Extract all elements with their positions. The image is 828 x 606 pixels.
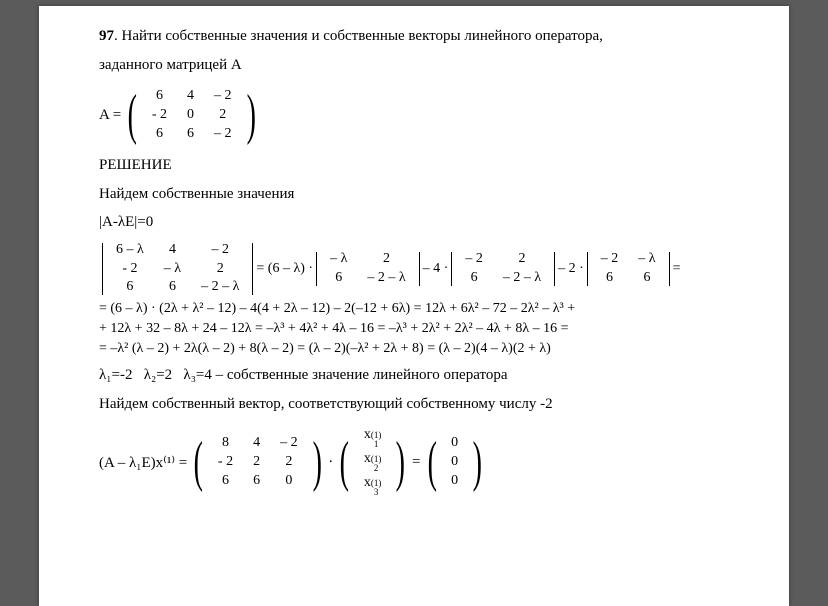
det-2: – 22 6– 2 – λ [448, 250, 558, 288]
solution-header: РЕШЕНИЕ [99, 151, 729, 180]
problem-number: 97 [99, 28, 114, 44]
matrix-m: ( 84– 2 - 222 660 ) [189, 434, 326, 490]
cell: - 2 [142, 106, 177, 125]
paren-right: ) [396, 437, 405, 487]
cell: 4 [177, 87, 204, 106]
cell: 6 [628, 269, 665, 288]
exp-pre1: = (6 – λ) · [256, 261, 313, 277]
paren-left: ( [194, 437, 203, 487]
cell: – 2 [204, 87, 242, 106]
expand-line-2: + 12λ + 32 – 8λ + 24 – 12λ = –λ³ + 4λ² +… [99, 321, 729, 337]
determinant-expansion: 6 – λ4– 2 - 2– λ2 66– 2 – λ = (6 – λ) · … [99, 241, 729, 297]
vector-x: ( x(1)1 x(1)2 x(1)3 ) [335, 426, 410, 498]
char-equation: |A-λE|=0 [99, 208, 729, 237]
cell: 0 [270, 472, 308, 491]
paren-left: ( [340, 437, 349, 487]
cell: 6 [320, 269, 357, 288]
cell: - 2 [208, 453, 243, 472]
cell: – 2 [191, 241, 249, 260]
cell: 2 [493, 250, 551, 269]
cell: x(1)1 [354, 426, 392, 450]
det-3: – 2– λ 66 [584, 250, 673, 288]
cell: 2 [243, 453, 270, 472]
cell: 2 [270, 453, 308, 472]
cell: 0 [441, 434, 468, 453]
cell: 0 [441, 453, 468, 472]
cell: – 2 [270, 434, 308, 453]
cell: – 2 [591, 250, 629, 269]
matrix-a-table: 64– 2 - 202 66– 2 [142, 87, 242, 143]
cell: 0 [177, 106, 204, 125]
dot: · [328, 454, 333, 471]
step-1: Найдем собственные значения [99, 180, 729, 209]
cell: 6 [154, 278, 191, 297]
problem-text-1: . Найти собственные значения и собственн… [114, 28, 603, 44]
cell: – λ [320, 250, 357, 269]
eq2-eq: = [412, 454, 420, 471]
cell: x(1)3 [354, 474, 392, 498]
exp-mid2: – 2 · [558, 261, 584, 277]
cell: – λ [154, 260, 191, 279]
eigenvalues: λ₁=-2 λ₂=2 λ₃=4 – собственные значение л… [99, 361, 729, 390]
cell: - 2 [106, 260, 154, 279]
exp-mid1: – 4 · [423, 261, 449, 277]
problem-line-1: 97. Найти собственные значения и собстве… [99, 22, 729, 51]
cell: – 2 – λ [191, 278, 249, 297]
step-2: Найдем собственный вектор, соответствующ… [99, 390, 729, 419]
cell: 6 [106, 278, 154, 297]
cell: – 2 [204, 125, 242, 144]
eq2-label: (A – λ₁E)x⁽¹⁾ = [99, 453, 187, 472]
cell: 6 – λ [106, 241, 154, 260]
expand-line-3: = –λ² (λ – 2) + 2λ(λ – 2) + 8(λ – 2) = (… [99, 341, 729, 357]
cell: – 2 – λ [357, 269, 415, 288]
problem-line-2: заданного матрицей А [99, 51, 729, 80]
document-page: 97. Найти собственные значения и собстве… [39, 6, 789, 606]
cell: – 2 – λ [493, 269, 551, 288]
matrix-a-label: A = [99, 107, 121, 124]
matrix-a: ( 64– 2 - 202 66– 2 ) [123, 87, 260, 143]
cell: 6 [142, 87, 177, 106]
cell: 2 [357, 250, 415, 269]
paren-right: ) [246, 90, 255, 140]
cell: 4 [154, 241, 191, 260]
paren-left: ( [427, 437, 436, 487]
cell: 2 [191, 260, 249, 279]
cell: 2 [204, 106, 242, 125]
paren-left: ( [128, 90, 137, 140]
paren-right: ) [473, 437, 482, 487]
expand-line-1: = (6 – λ) · (2λ + λ² – 12) – 4(4 + 2λ – … [99, 301, 729, 317]
exp-end: = [673, 261, 681, 277]
cell: 8 [208, 434, 243, 453]
cell: 6 [591, 269, 629, 288]
det-main: 6 – λ4– 2 - 2– λ2 66– 2 – λ [99, 241, 256, 297]
cell: 6 [208, 472, 243, 491]
cell: 6 [455, 269, 493, 288]
cell: 6 [243, 472, 270, 491]
cell: 6 [177, 125, 204, 144]
vector-zero: ( 0 0 0 ) [423, 434, 487, 490]
matrix-a-equation: A = ( 64– 2 - 202 66– 2 ) [99, 87, 729, 143]
cell: x(1)2 [354, 450, 392, 474]
cell: 4 [243, 434, 270, 453]
cell: – λ [628, 250, 665, 269]
cell: 0 [441, 472, 468, 491]
paren-right: ) [312, 437, 321, 487]
eigenvector-equation: (A – λ₁E)x⁽¹⁾ = ( 84– 2 - 222 660 ) · ( … [99, 426, 729, 498]
cell: 6 [142, 125, 177, 144]
det-1: – λ2 6– 2 – λ [313, 250, 423, 288]
cell: – 2 [455, 250, 493, 269]
